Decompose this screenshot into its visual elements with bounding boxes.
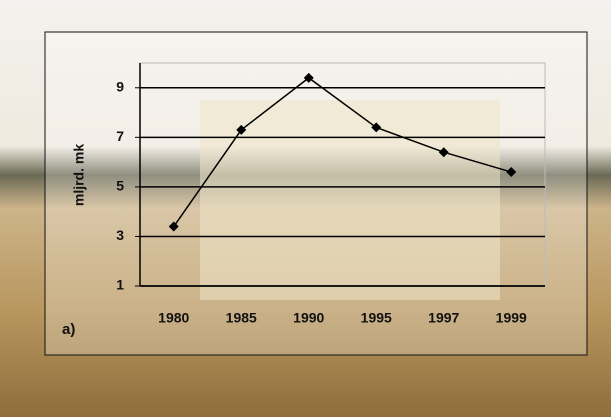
page: {"chart_data": {"type": "line", "y_label… bbox=[0, 0, 611, 417]
y-tick-label: 1 bbox=[116, 277, 124, 293]
x-tick-label: 1999 bbox=[496, 310, 527, 326]
annotation: a) bbox=[62, 321, 75, 338]
y-tick-label: 7 bbox=[116, 128, 124, 144]
x-tick-label: 1985 bbox=[226, 310, 257, 326]
y-tick-label: 3 bbox=[116, 227, 124, 243]
y-tick-label: 5 bbox=[116, 178, 124, 194]
x-tick-label: 1990 bbox=[293, 310, 324, 326]
chart: mljrd. mk a) 1 3 5 7 9 1980 1985 1990 1995 1997 19… bbox=[0, 0, 611, 417]
y-axis-label: mljrd. mk bbox=[71, 144, 87, 206]
x-tick-label: 1997 bbox=[428, 310, 459, 326]
y-tick-label: 9 bbox=[116, 78, 124, 94]
chart-frame bbox=[45, 32, 587, 355]
x-tick-label: 1995 bbox=[361, 310, 392, 326]
x-tick-label: 1980 bbox=[158, 310, 189, 326]
